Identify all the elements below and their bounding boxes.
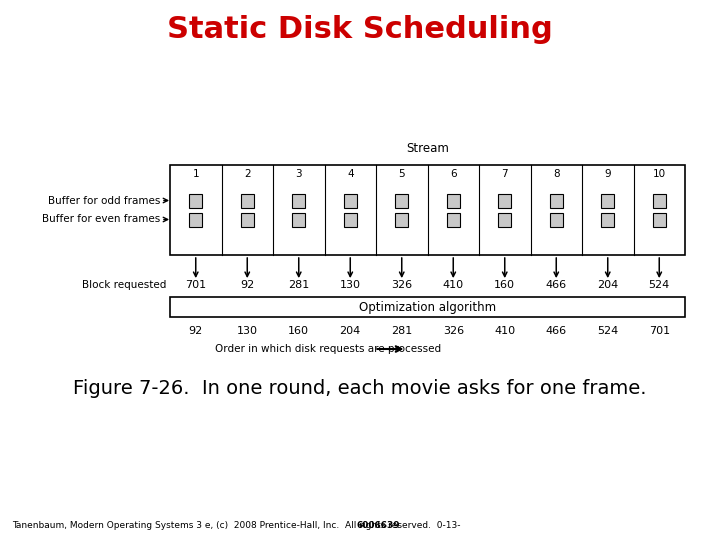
- Text: 9: 9: [604, 169, 611, 179]
- Text: Figure 7-26.  In one round, each movie asks for one frame.: Figure 7-26. In one round, each movie as…: [73, 380, 647, 399]
- Text: 3: 3: [295, 169, 302, 179]
- Bar: [170, 297, 685, 317]
- Text: 1: 1: [192, 169, 199, 179]
- Bar: [601, 213, 614, 226]
- Bar: [498, 193, 511, 207]
- Bar: [189, 193, 202, 207]
- Text: Tanenbaum, Modern Operating Systems 3 e, (c)  2008 Prentice-Hall, Inc.  All righ: Tanenbaum, Modern Operating Systems 3 e,…: [12, 521, 461, 530]
- Bar: [653, 193, 666, 207]
- Text: 8: 8: [553, 169, 559, 179]
- Bar: [240, 213, 253, 226]
- Text: 326: 326: [443, 326, 464, 336]
- Text: 130: 130: [237, 326, 258, 336]
- Bar: [446, 193, 460, 207]
- Text: 466: 466: [546, 280, 567, 290]
- Text: 160: 160: [288, 326, 310, 336]
- Bar: [550, 193, 563, 207]
- Text: 6: 6: [450, 169, 456, 179]
- Bar: [653, 213, 666, 226]
- Text: 2: 2: [244, 169, 251, 179]
- Text: 7: 7: [501, 169, 508, 179]
- Text: Static Disk Scheduling: Static Disk Scheduling: [167, 16, 553, 44]
- Bar: [343, 193, 356, 207]
- Text: 5: 5: [398, 169, 405, 179]
- Text: 92: 92: [189, 326, 203, 336]
- Text: Order in which disk requests are processed: Order in which disk requests are process…: [215, 344, 441, 354]
- Text: Block requested: Block requested: [81, 280, 166, 290]
- Text: 6006639: 6006639: [356, 521, 400, 530]
- Text: Buffer for even frames: Buffer for even frames: [42, 214, 160, 225]
- Text: 204: 204: [340, 326, 361, 336]
- Bar: [550, 213, 563, 226]
- Text: 524: 524: [649, 280, 670, 290]
- Bar: [498, 213, 511, 226]
- Text: 410: 410: [443, 280, 464, 290]
- Text: 204: 204: [597, 280, 618, 290]
- Text: 4: 4: [347, 169, 354, 179]
- Text: 701: 701: [649, 326, 670, 336]
- Text: Optimization algorithm: Optimization algorithm: [359, 300, 496, 314]
- Text: 92: 92: [240, 280, 254, 290]
- Bar: [395, 193, 408, 207]
- Bar: [601, 193, 614, 207]
- Bar: [240, 193, 253, 207]
- Text: 326: 326: [391, 280, 413, 290]
- Bar: [446, 213, 460, 226]
- Text: 524: 524: [597, 326, 618, 336]
- Bar: [292, 213, 305, 226]
- Bar: [189, 213, 202, 226]
- Bar: [292, 193, 305, 207]
- Text: 281: 281: [288, 280, 310, 290]
- Text: Stream: Stream: [406, 142, 449, 155]
- Text: 701: 701: [185, 280, 207, 290]
- Bar: [395, 213, 408, 226]
- Text: Buffer for odd frames: Buffer for odd frames: [48, 195, 160, 206]
- Text: 281: 281: [391, 326, 413, 336]
- Text: 410: 410: [494, 326, 516, 336]
- Bar: [343, 213, 356, 226]
- Bar: [170, 165, 685, 255]
- Text: 10: 10: [653, 169, 666, 179]
- Text: 160: 160: [494, 280, 516, 290]
- Text: 466: 466: [546, 326, 567, 336]
- Text: 130: 130: [340, 280, 361, 290]
